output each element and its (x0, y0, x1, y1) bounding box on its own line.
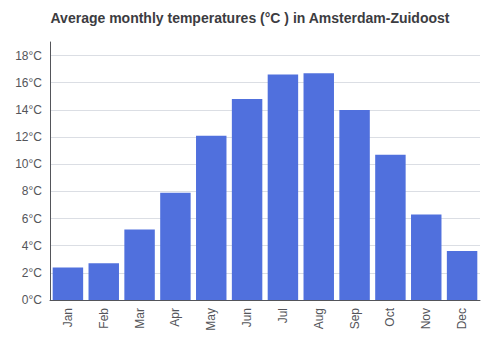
svg-text:Mar: Mar (133, 308, 147, 329)
svg-text:Average monthly temperatures (: Average monthly temperatures (°C ) in Am… (51, 10, 450, 26)
svg-text:2°C: 2°C (22, 266, 42, 280)
svg-text:Oct: Oct (383, 307, 397, 326)
svg-text:6°C: 6°C (22, 212, 42, 226)
svg-text:4°C: 4°C (22, 239, 42, 253)
svg-text:Jan: Jan (61, 308, 75, 327)
svg-text:14°C: 14°C (15, 103, 42, 117)
svg-text:Dec: Dec (455, 308, 469, 329)
svg-text:8°C: 8°C (22, 184, 42, 198)
svg-text:16°C: 16°C (15, 76, 42, 90)
svg-text:Feb: Feb (97, 308, 111, 329)
svg-text:Apr: Apr (168, 308, 182, 327)
svg-text:18°C: 18°C (15, 49, 42, 63)
svg-text:Jul: Jul (276, 308, 290, 323)
svg-text:Aug: Aug (312, 308, 326, 329)
svg-text:Nov: Nov (419, 308, 433, 329)
svg-text:10°C: 10°C (15, 157, 42, 171)
svg-text:12°C: 12°C (15, 130, 42, 144)
svg-text:0°C: 0°C (22, 293, 42, 307)
svg-text:Jun: Jun (240, 308, 254, 327)
svg-text:May: May (204, 308, 218, 331)
svg-text:Sep: Sep (348, 308, 362, 330)
